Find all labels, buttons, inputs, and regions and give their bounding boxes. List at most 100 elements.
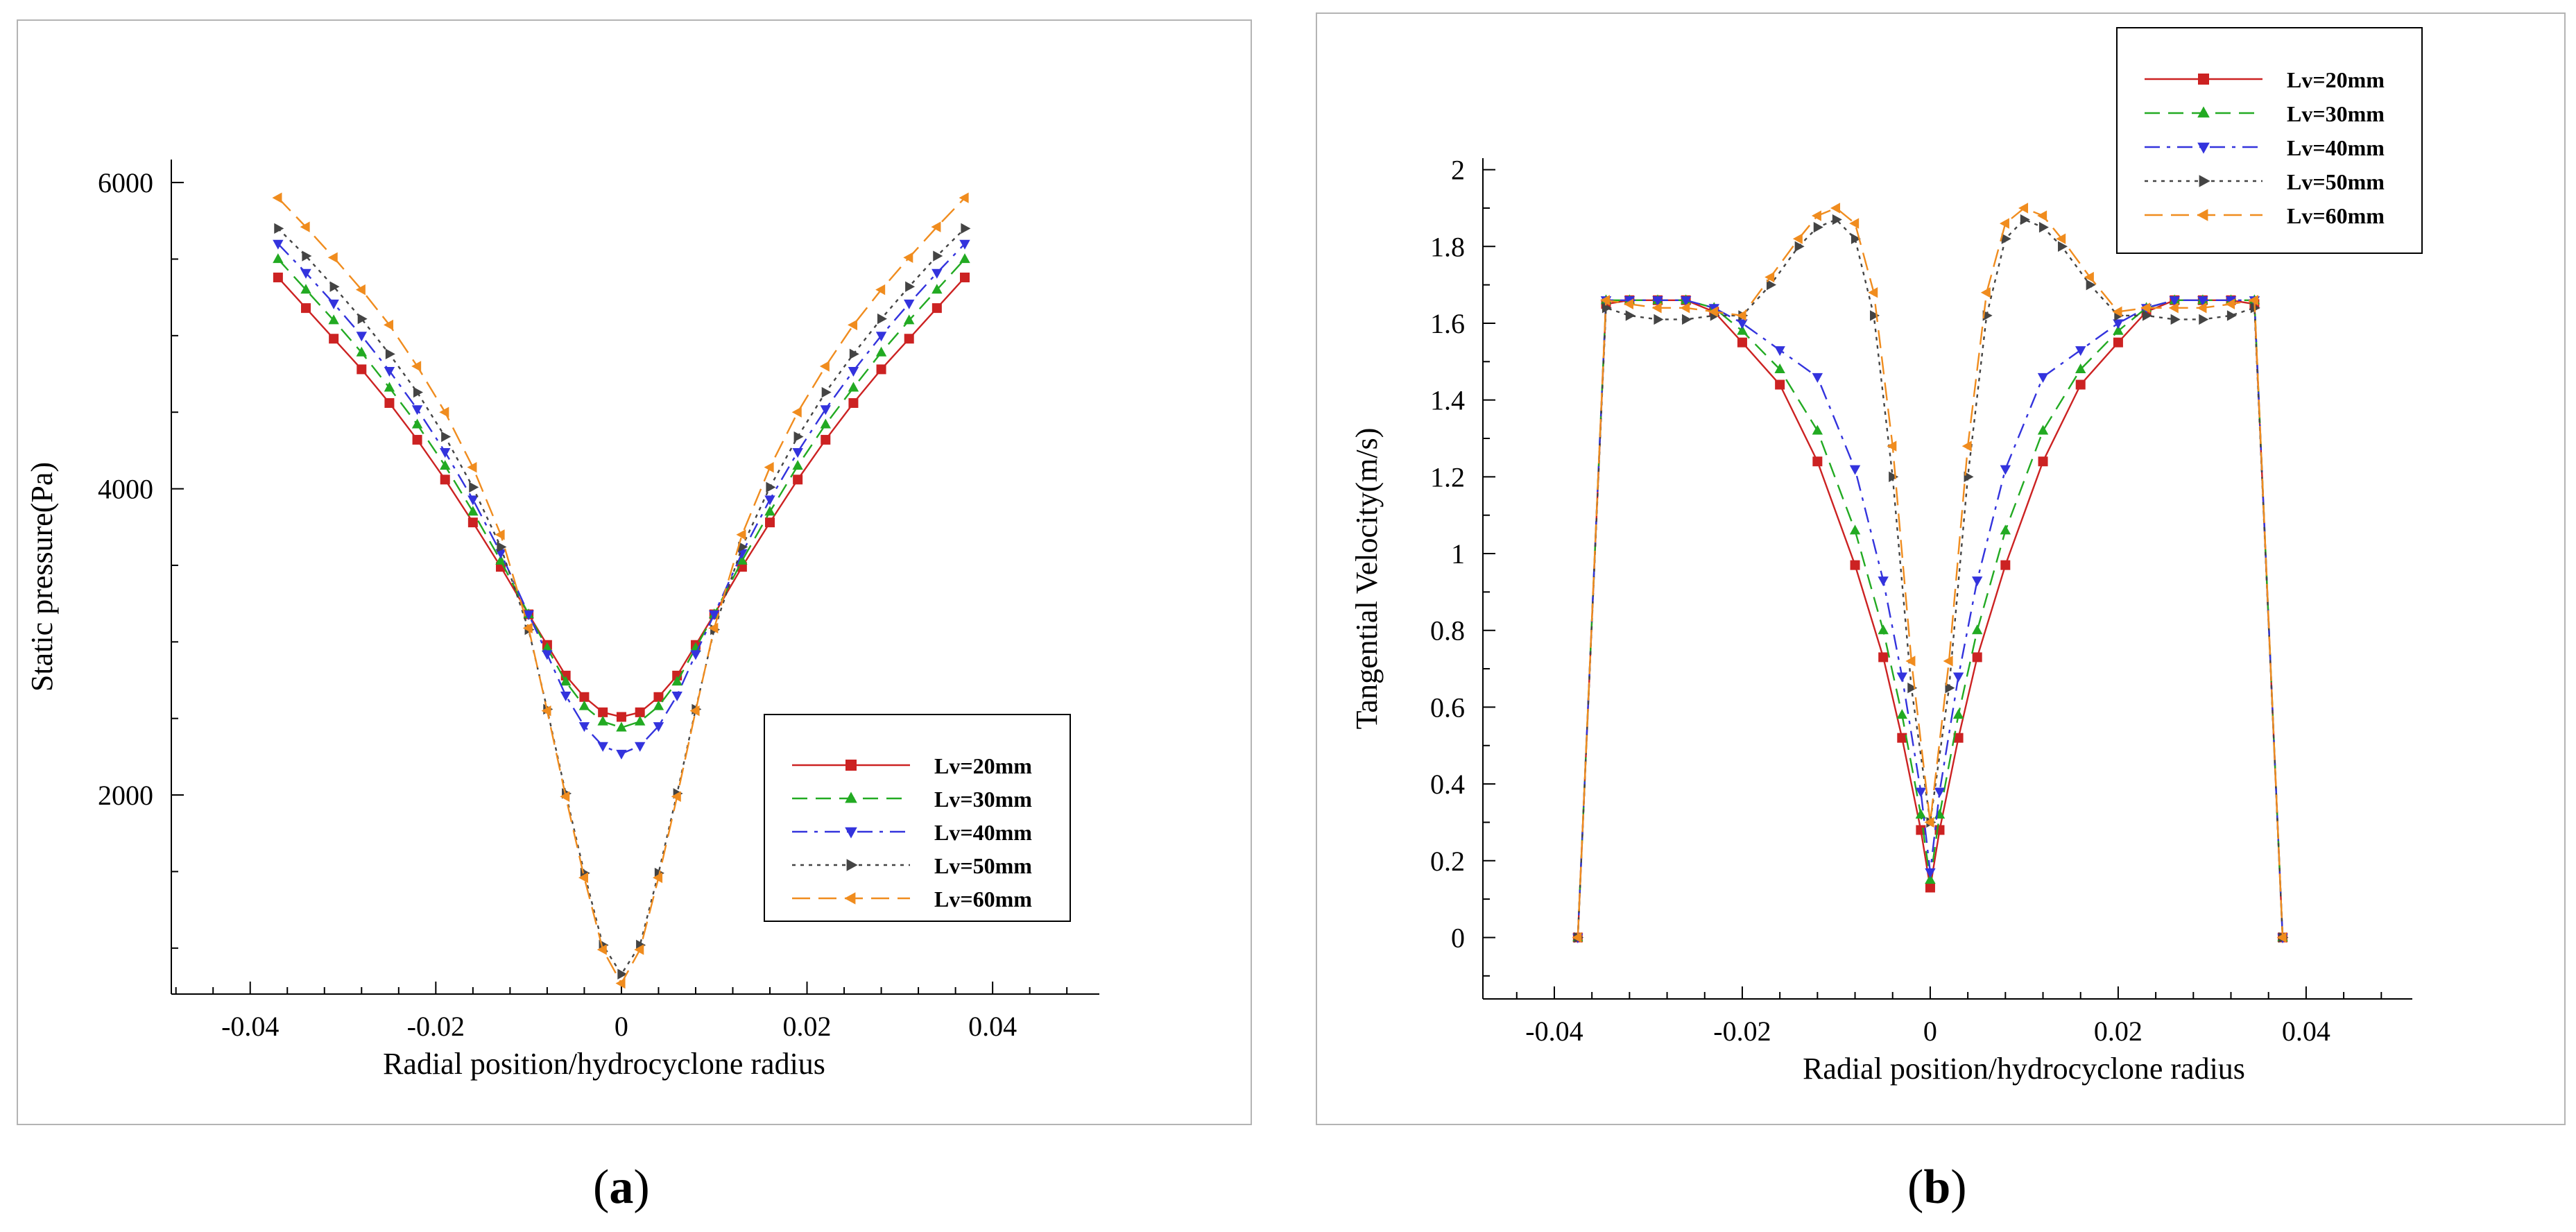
square-marker-icon [904,334,914,344]
triangle-left-marker-icon [736,529,746,540]
x-tick-label: -0.04 [1525,1016,1583,1047]
legend-label: Lv=40mm [934,820,1032,845]
triangle-right-marker-icon [617,968,628,980]
triangle-up-marker-icon [597,715,608,726]
triangle-left-marker-icon [355,284,366,296]
triangle-right-marker-icon [2142,310,2152,321]
triangle-left-marker-icon [1600,295,1611,306]
legend-label: Lv=20mm [934,753,1032,778]
triangle-left-marker-icon [903,252,913,263]
triangle-left-marker-icon [1905,656,1916,667]
triangle-right-marker-icon [1907,683,1918,694]
triangle-up-marker-icon [411,418,423,429]
triangle-right-marker-icon [413,386,423,398]
triangle-up-marker-icon [737,554,748,565]
series-line [277,258,965,729]
triangle-left-marker-icon [931,221,941,232]
triangle-down-marker-icon [560,691,572,701]
triangle-right-marker-icon [1851,233,1861,244]
triangle-down-marker-icon [2037,373,2049,383]
triangle-right-marker-icon [329,281,340,292]
triangle-left-marker-icon [791,407,802,418]
triangle-right-marker-icon [849,348,859,360]
series-Lv=50mm [1574,214,2289,943]
triangle-left-marker-icon [1999,218,2009,229]
triangle-down-marker-icon [1925,868,1936,878]
x-axis-label: Radial position/hydrocyclone radius [1803,1052,2245,1086]
triangle-right-marker-icon [2001,233,2011,244]
triangle-right-marker-icon [738,541,748,553]
triangle-down-marker-icon [578,722,590,733]
triangle-right-marker-icon [766,481,776,493]
triangle-down-marker-icon [356,332,367,342]
triangle-left-marker-icon [522,622,533,634]
legend-label: Lv=50mm [2287,169,2385,194]
triangle-left-marker-icon [2197,209,2208,221]
square-marker-icon [1953,733,1964,743]
triangle-up-marker-icon [875,346,887,357]
triangle-down-marker-icon [1952,672,1964,683]
triangle-right-marker-icon [1945,683,1955,694]
y-tick-label: 2 [1451,155,1465,186]
square-marker-icon [1972,652,1982,662]
triangle-left-marker-icon [560,791,570,802]
triangle-left-marker-icon [1849,218,1860,229]
triangle-left-marker-icon [1830,203,1841,214]
triangle-left-marker-icon [689,705,700,717]
triangle-left-marker-icon [578,872,589,883]
triangle-up-marker-icon [273,253,284,264]
triangle-right-marker-icon [274,223,284,234]
triangle-right-marker-icon [1625,310,1635,321]
triangle-right-marker-icon [846,859,858,871]
triangle-right-marker-icon [1682,314,1692,325]
square-marker-icon [1850,560,1860,570]
triangle-left-marker-icon [1623,298,1633,310]
triangle-up-marker-icon [356,346,367,357]
triangle-right-marker-icon [469,481,479,493]
triangle-left-marker-icon [2140,302,2151,314]
triangle-up-marker-icon [634,715,646,726]
square-marker-icon [2000,560,2011,570]
triangle-right-marker-icon [1889,471,1899,483]
series-Lv=30mm [273,253,970,732]
triangle-left-marker-icon [2225,298,2235,310]
triangle-down-marker-icon [440,448,451,459]
triangle-up-marker-icon [440,460,451,470]
triangle-up-marker-icon [904,314,915,325]
triangle-right-marker-icon [793,431,804,443]
triangle-down-marker-icon [467,495,479,506]
triangle-up-marker-icon [328,314,339,325]
triangle-down-marker-icon [273,239,284,250]
triangle-left-marker-icon [1887,440,1897,452]
y-tick-label: 0.8 [1430,615,1465,647]
triangle-left-marker-icon [1651,302,1662,314]
square-marker-icon [876,364,886,375]
triangle-right-marker-icon [357,313,368,325]
triangle-down-marker-icon [2197,296,2208,307]
triangle-up-marker-icon [616,721,627,732]
triangle-left-marker-icon [1764,271,1775,283]
triangle-down-marker-icon [2113,319,2124,330]
triangle-left-marker-icon [411,361,422,372]
triangle-right-marker-icon [1602,302,1612,314]
triangle-down-marker-icon [1915,787,1927,798]
square-marker-icon [598,707,608,717]
y-tick-label: 1.4 [1430,385,1465,416]
square-marker-icon [1775,379,1785,390]
legend-label: Lv=30mm [2287,101,2385,126]
triangle-up-marker-icon [1774,363,1785,373]
triangle-down-marker-icon [709,610,720,620]
series-Lv=60mm [272,192,969,989]
series-line [277,228,965,976]
x-tick-label: 0 [1923,1016,1937,1047]
triangle-down-marker-icon [820,405,831,416]
triangle-down-marker-icon [616,749,627,760]
triangle-left-marker-icon [439,407,449,418]
caption-a: (a) [593,1161,650,1214]
triangle-left-marker-icon [2248,295,2258,306]
y-axis-label: Static pressure(Pa) [25,462,59,692]
triangle-left-marker-icon [819,361,830,372]
x-tick-label: -0.02 [407,1011,465,1042]
triangle-right-marker-icon [877,313,887,325]
triangle-left-marker-icon [653,872,663,883]
